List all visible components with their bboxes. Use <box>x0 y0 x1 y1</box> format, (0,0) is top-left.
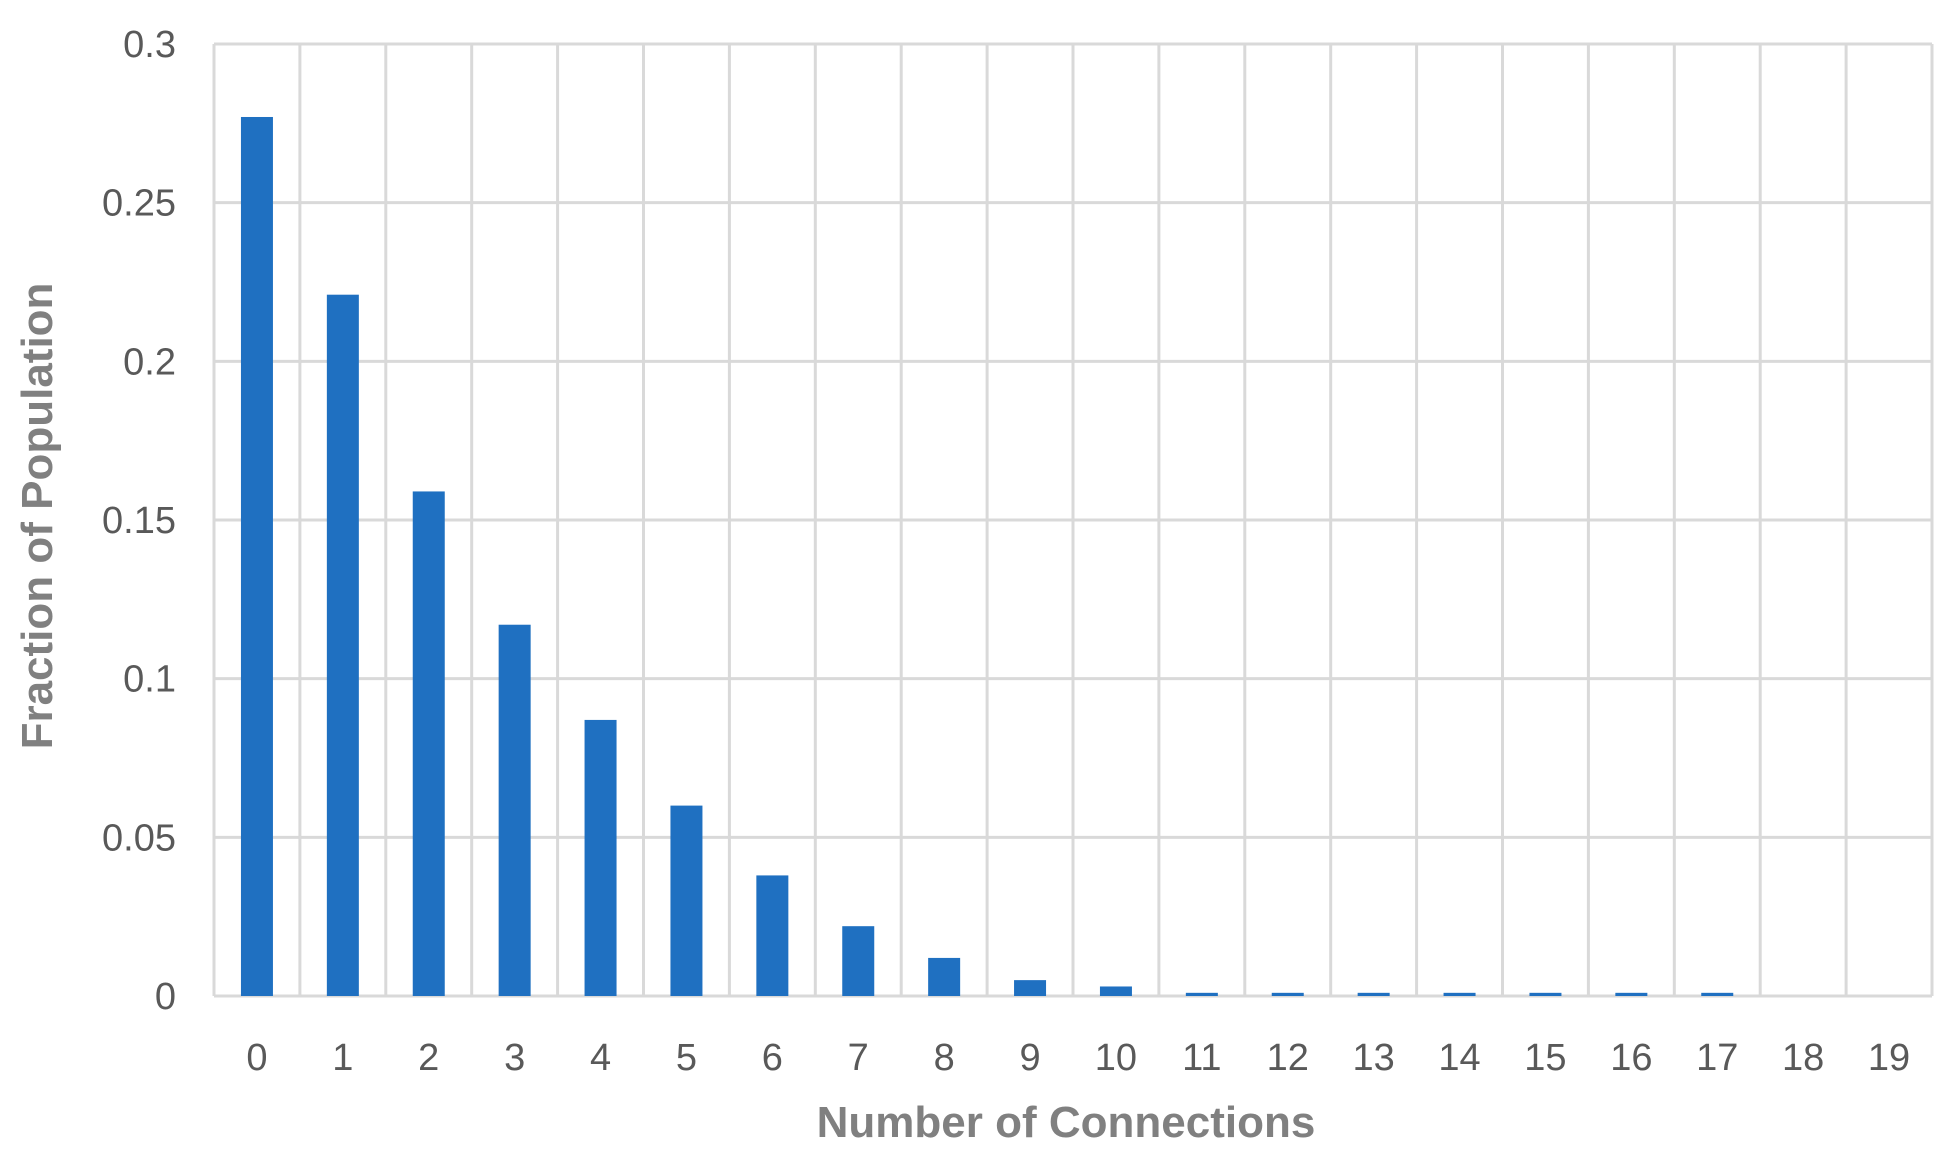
x-tick-label: 5 <box>676 1037 697 1079</box>
x-tick-label: 1 <box>332 1037 353 1079</box>
bar <box>1185 992 1218 996</box>
x-tick-label: 11 <box>1182 1037 1221 1079</box>
x-tick-label: 10 <box>1095 1037 1137 1079</box>
x-tick-label: 2 <box>418 1037 439 1079</box>
y-tick-label: 0.1 <box>123 659 176 701</box>
x-tick-label: 17 <box>1696 1037 1738 1079</box>
x-tick-label: 14 <box>1438 1037 1480 1079</box>
bar <box>670 805 703 996</box>
bar <box>412 491 445 996</box>
y-tick-label: 0.3 <box>123 24 176 66</box>
bar <box>1701 992 1734 996</box>
bar <box>1529 992 1562 996</box>
x-tick-label: 16 <box>1610 1037 1652 1079</box>
x-tick-label: 8 <box>934 1037 955 1079</box>
bars <box>240 116 1734 996</box>
x-tick-label: 3 <box>504 1037 525 1079</box>
y-tick-label: 0.05 <box>102 817 176 859</box>
bar <box>756 875 789 996</box>
bar <box>1357 992 1390 996</box>
y-tick-label: 0 <box>155 976 176 1018</box>
bar <box>498 624 531 996</box>
bar <box>1443 992 1476 996</box>
x-tick-label: 13 <box>1353 1037 1395 1079</box>
bar <box>842 926 875 996</box>
x-tick-labels: 0 1 2 3 4 5 6 7 8 9 10 11 12 13 14 15 16 17 18 19 <box>246 1037 1910 1079</box>
x-tick-label: 19 <box>1868 1037 1910 1079</box>
y-tick-labels: 0 0.05 0.1 0.15 0.2 0.25 0.3 <box>102 24 176 1018</box>
x-tick-label: 15 <box>1524 1037 1566 1079</box>
bar <box>240 116 273 996</box>
x-tick-label: 9 <box>1019 1037 1040 1079</box>
y-tick-label: 0.2 <box>123 341 176 383</box>
y-tick-label: 0.15 <box>102 500 176 542</box>
x-tick-label: 7 <box>848 1037 869 1079</box>
y-tick-label: 0.25 <box>102 183 176 225</box>
x-tick-label: 18 <box>1782 1037 1824 1079</box>
bar <box>584 719 617 996</box>
bar <box>928 957 961 996</box>
y-axis-title: Fraction of Population <box>13 283 62 750</box>
bar <box>1615 992 1648 996</box>
x-tick-label: 6 <box>762 1037 783 1079</box>
bar <box>1014 980 1047 996</box>
bar <box>1271 992 1304 996</box>
grid-lines <box>212 42 1934 998</box>
x-tick-label: 0 <box>246 1037 267 1079</box>
x-tick-label: 4 <box>590 1037 611 1079</box>
x-tick-label: 12 <box>1267 1037 1309 1079</box>
bar <box>326 294 359 996</box>
bar <box>1099 986 1132 996</box>
x-axis-title: Number of Connections <box>817 1098 1316 1147</box>
